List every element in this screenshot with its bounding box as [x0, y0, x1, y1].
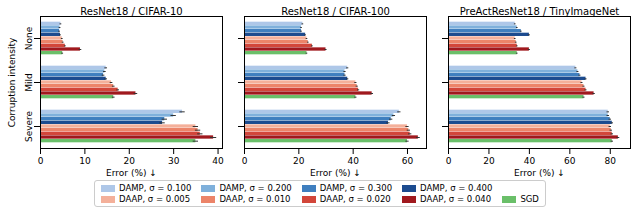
svg-text:Corruption intensity: Corruption intensity	[7, 37, 17, 127]
svg-text:20: 20	[293, 156, 305, 166]
svg-text:60: 60	[402, 156, 414, 166]
html-text:DAMP, σ = 0.300: DAMP, σ = 0.300	[319, 183, 393, 193]
svg-text:10: 10	[79, 156, 91, 166]
svg-text:None: None	[24, 26, 34, 50]
html-text:DAMP, σ = 0.400: DAMP, σ = 0.400	[420, 183, 493, 193]
svg-text:PreActResNet18 / TinyImageNet: PreActResNet18 / TinyImageNet	[460, 6, 620, 17]
svg-text:Error (%) ↓: Error (%) ↓	[310, 168, 361, 178]
svg-text:0: 0	[242, 156, 248, 166]
svg-text:40: 40	[347, 156, 359, 166]
html-text:SGD: SGD	[520, 194, 539, 204]
svg-text:0: 0	[38, 156, 44, 166]
html-text:DAMP, σ = 0.200: DAMP, σ = 0.200	[219, 183, 292, 193]
svg-text:40: 40	[212, 156, 224, 166]
svg-text:Severe: Severe	[24, 110, 34, 142]
svg-text:0: 0	[446, 156, 452, 166]
svg-text:Error (%) ↓: Error (%) ↓	[106, 168, 157, 178]
svg-text:20: 20	[483, 156, 495, 166]
svg-text:ResNet18 / CIFAR-100: ResNet18 / CIFAR-100	[281, 6, 390, 17]
svg-text:40: 40	[524, 156, 536, 166]
html-text:DAMP, σ = 0.100: DAMP, σ = 0.100	[119, 183, 192, 193]
svg-text:Mild: Mild	[24, 73, 34, 91]
svg-text:30: 30	[168, 156, 180, 166]
svg-text:Error (%) ↓: Error (%) ↓	[514, 168, 565, 178]
svg-text:60: 60	[564, 156, 576, 166]
html-text:DAAP, σ = 0.005: DAAP, σ = 0.005	[119, 194, 191, 204]
svg-text:20: 20	[124, 156, 136, 166]
svg-text:ResNet18 / CIFAR-10: ResNet18 / CIFAR-10	[80, 6, 182, 17]
html-text:DAAP, σ = 0.040: DAAP, σ = 0.040	[420, 194, 492, 204]
svg-text:80: 80	[605, 156, 617, 166]
html-text:DAAP, σ = 0.020: DAAP, σ = 0.020	[319, 194, 391, 204]
html-text:DAAP, σ = 0.010: DAAP, σ = 0.010	[219, 194, 291, 204]
